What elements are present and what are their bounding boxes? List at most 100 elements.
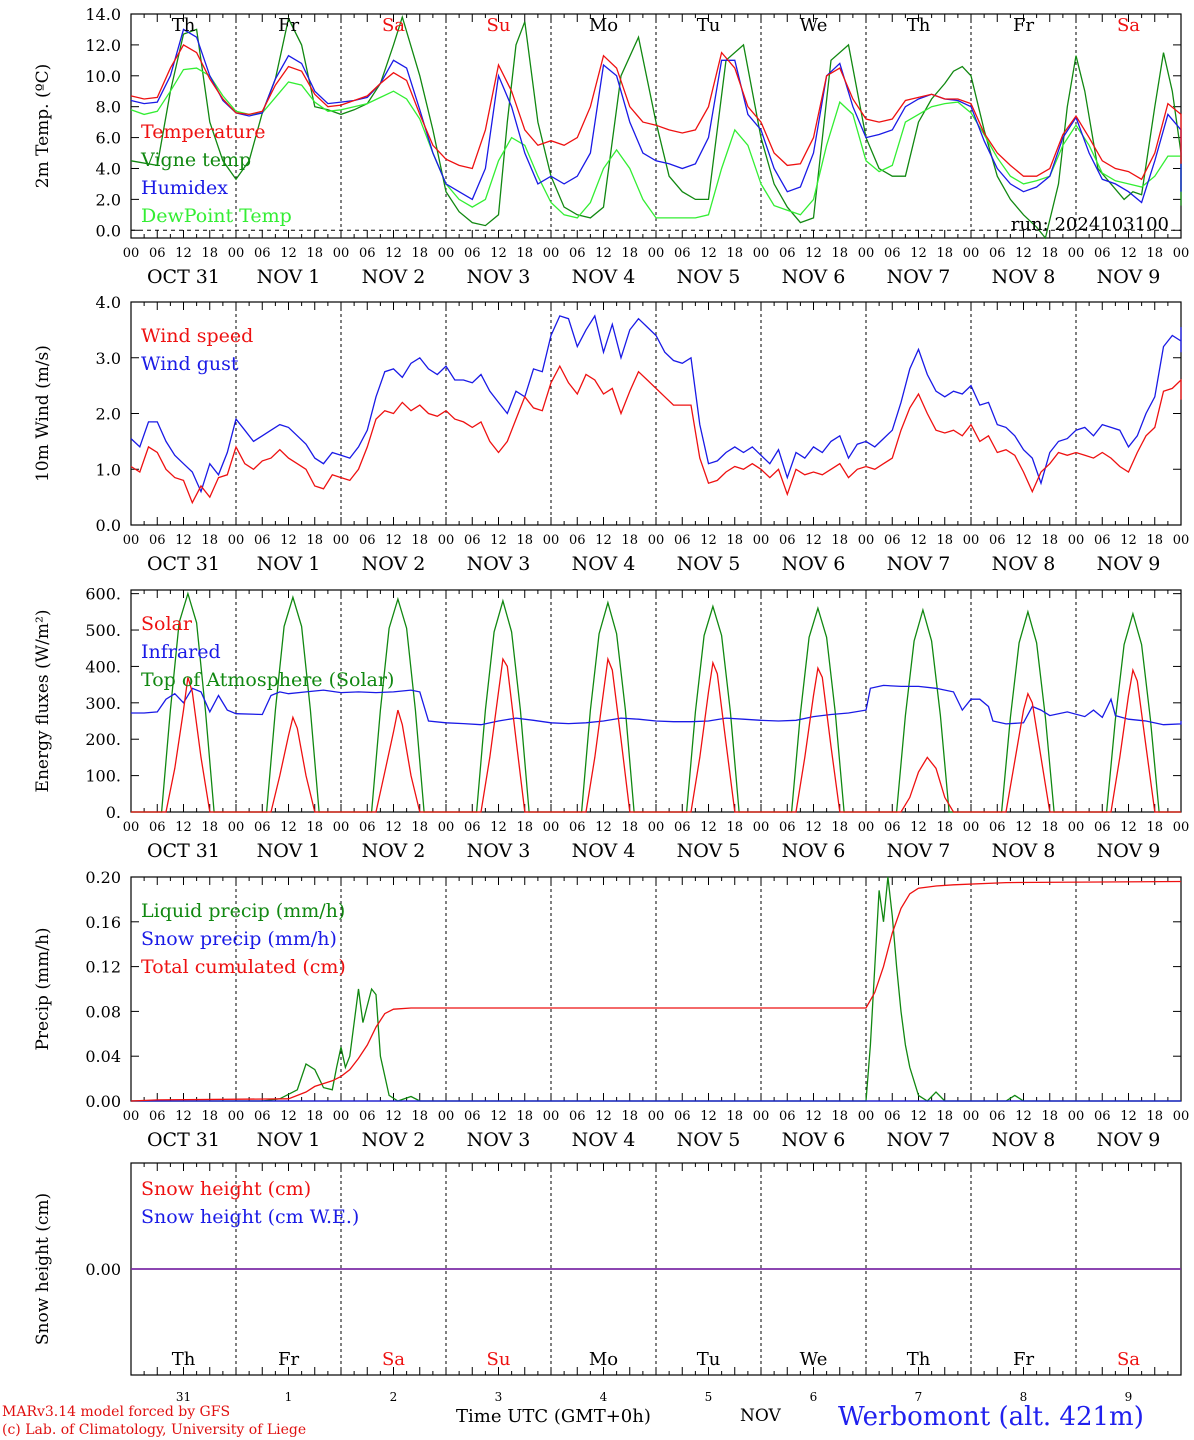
hour-tick-label: 06 xyxy=(254,1109,271,1124)
y-tick-label: 0.20 xyxy=(85,868,121,887)
y-tick-label: 10.0 xyxy=(85,67,121,86)
y-tick-label: 0.00 xyxy=(85,1092,121,1111)
hour-tick-label: 12 xyxy=(805,820,822,835)
hour-tick-label: 00 xyxy=(963,246,980,261)
legend-entry: Snow height (cm) xyxy=(141,1178,311,1200)
hour-tick-label: 00 xyxy=(963,820,980,835)
y-tick-label: 0.04 xyxy=(85,1047,121,1066)
hour-tick-label: 06 xyxy=(1094,533,1111,548)
date-label: NOV 2 xyxy=(362,840,426,862)
hour-tick-label: 06 xyxy=(884,246,901,261)
hour-tick-label: 18 xyxy=(1146,820,1163,835)
hour-tick-label: 18 xyxy=(831,533,848,548)
hour-tick-label: 00 xyxy=(648,1109,665,1124)
y-tick-label: 600. xyxy=(85,585,121,604)
hour-tick-label: 00 xyxy=(858,246,875,261)
hour-tick-label: 00 xyxy=(753,1109,770,1124)
hour-tick-label: 06 xyxy=(569,533,586,548)
day-number: 9 xyxy=(1125,1390,1133,1404)
hour-tick-label: 06 xyxy=(884,1109,901,1124)
hour-tick-label: 12 xyxy=(700,246,717,261)
y-tick-label: 8.0 xyxy=(96,98,121,117)
y-axis-label: Precip (mm/h) xyxy=(33,927,53,1050)
hour-tick-label: 18 xyxy=(1146,1109,1163,1124)
hour-tick-label: 12 xyxy=(280,1109,297,1124)
y-tick-label: 0.16 xyxy=(85,913,121,932)
hour-tick-label: 06 xyxy=(1094,246,1111,261)
legend-entry: Temperature xyxy=(141,121,265,143)
hour-tick-label: 06 xyxy=(254,246,271,261)
hour-tick-label: 06 xyxy=(569,246,586,261)
hour-tick-label: 06 xyxy=(569,1109,586,1124)
date-label: NOV 4 xyxy=(572,840,636,862)
hour-tick-label: 18 xyxy=(1041,246,1058,261)
hour-tick-label: 00 xyxy=(648,820,665,835)
y-tick-label: 12.0 xyxy=(85,36,121,55)
hour-tick-label: 18 xyxy=(726,533,743,548)
day-label: Fr xyxy=(1013,15,1034,36)
date-label: OCT 31 xyxy=(147,840,220,862)
date-label: NOV 1 xyxy=(257,1129,321,1151)
hour-tick-label: 12 xyxy=(910,820,927,835)
hour-tick-label: 06 xyxy=(149,820,166,835)
hour-tick-label: 12 xyxy=(1015,246,1032,261)
y-tick-label: 0. xyxy=(106,803,121,822)
hour-tick-label: 00 xyxy=(858,820,875,835)
series-line xyxy=(131,876,1181,1102)
day-number: 4 xyxy=(600,1390,608,1404)
series-line xyxy=(130,880,1182,1102)
hour-tick-label: 00 xyxy=(753,820,770,835)
hour-tick-label: 18 xyxy=(726,820,743,835)
y-tick-label: 14.0 xyxy=(85,5,121,24)
hour-tick-label: 18 xyxy=(831,820,848,835)
hour-tick-label: 12 xyxy=(700,533,717,548)
hour-tick-label: 18 xyxy=(936,246,953,261)
legend-entry: Infrared xyxy=(141,641,221,663)
legend-entry: Solar xyxy=(141,613,193,635)
hour-tick-label: 12 xyxy=(595,820,612,835)
hour-tick-label: 18 xyxy=(516,1109,533,1124)
day-label: Th xyxy=(172,15,196,36)
hour-tick-label: 18 xyxy=(936,533,953,548)
hour-tick-label: 12 xyxy=(175,1109,192,1124)
date-label: NOV 2 xyxy=(362,1129,426,1151)
hour-tick-label: 12 xyxy=(700,1109,717,1124)
hour-tick-label: 18 xyxy=(831,246,848,261)
panel-4 xyxy=(130,876,1182,1102)
hour-tick-label: 12 xyxy=(910,246,927,261)
date-label: OCT 31 xyxy=(147,553,220,575)
hour-tick-label: 06 xyxy=(1094,820,1111,835)
legend-entry: Top of Atmosphere (Solar) xyxy=(141,669,394,691)
date-label: NOV 6 xyxy=(782,266,846,288)
panel-2 xyxy=(130,301,1182,526)
day-label: Sa xyxy=(1117,15,1140,36)
date-label: NOV 4 xyxy=(572,553,636,575)
legend-entry: Snow precip (mm/h) xyxy=(141,928,337,950)
hour-tick-label: 00 xyxy=(333,820,350,835)
date-label: NOV 7 xyxy=(887,266,951,288)
hour-tick-label: 18 xyxy=(411,1109,428,1124)
hour-tick-label: 00 xyxy=(228,820,245,835)
hour-tick-label: 00 xyxy=(648,246,665,261)
hour-tick-label: 18 xyxy=(201,533,218,548)
day-label: Th xyxy=(907,15,931,36)
hour-tick-label: 18 xyxy=(201,246,218,261)
date-label: NOV 2 xyxy=(362,266,426,288)
hour-tick-label: 18 xyxy=(411,533,428,548)
day-number: 3 xyxy=(495,1390,503,1404)
legend-entry: Vigne temp xyxy=(140,149,251,171)
hour-tick-label: 06 xyxy=(149,1109,166,1124)
date-label: OCT 31 xyxy=(147,266,220,288)
hour-tick-label: 00 xyxy=(858,1109,875,1124)
hour-tick-label: 00 xyxy=(438,246,455,261)
date-label: OCT 31 xyxy=(147,1129,220,1151)
hour-tick-label: 00 xyxy=(858,533,875,548)
hour-tick-label: 12 xyxy=(280,533,297,548)
date-label: NOV 6 xyxy=(782,553,846,575)
y-tick-label: 100. xyxy=(85,767,121,786)
hour-tick-label: 00 xyxy=(438,533,455,548)
date-label: NOV 5 xyxy=(677,553,741,575)
date-label: NOV 7 xyxy=(887,840,951,862)
hour-tick-label: 12 xyxy=(385,246,402,261)
day-number: 5 xyxy=(705,1390,713,1404)
